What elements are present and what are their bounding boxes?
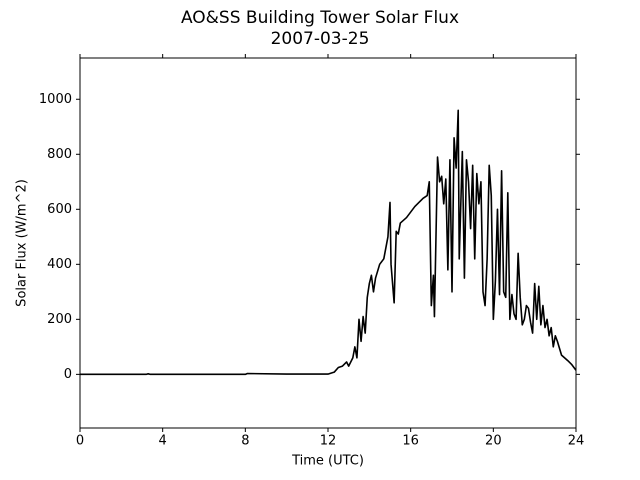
y-tick-label: 400 [47, 257, 72, 272]
x-tick-label: 4 [159, 434, 167, 449]
x-tick-label: 0 [76, 434, 84, 449]
chart-subtitle: 2007-03-25 [271, 29, 370, 49]
x-axis-label: Time (UTC) [291, 454, 364, 469]
y-tick-label: 200 [47, 312, 72, 327]
y-tick-label: 1000 [39, 92, 72, 107]
y-tick-label: 800 [47, 147, 72, 162]
x-tick-label: 24 [568, 434, 585, 449]
y-tick-label: 600 [47, 202, 72, 217]
y-axis-label: Solar Flux (W/m^2) [15, 179, 30, 307]
x-tick-label: 16 [402, 434, 419, 449]
x-tick-label: 12 [320, 434, 337, 449]
plot-frame [79, 57, 577, 429]
chart-title: AO&SS Building Tower Solar Flux [181, 8, 459, 28]
data-line [80, 109, 577, 376]
x-tick-label: 20 [485, 434, 502, 449]
y-tick-label: 0 [64, 367, 72, 382]
x-tick-label: 8 [241, 434, 249, 449]
